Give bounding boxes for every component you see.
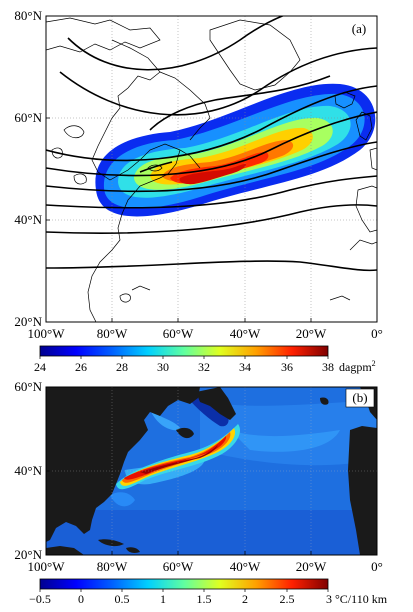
panel-b-lon-label-100w: 100°W [28,559,66,574]
colorbar-b-tick-0: 0 [78,592,84,606]
colorbar-a-tick-36: 36 [281,360,293,374]
panel-b-lon-label-80w: 80°W [97,559,128,574]
panel-a-lon-label-80w: 80°W [97,326,128,341]
panel-b-lon-label-20w: 20°W [296,559,327,574]
panel-a-lon-label-0: 0° [371,326,383,341]
panel-b-lon-label-0: 0° [371,559,383,574]
panel-b-lat-label-20: 20°N [14,547,42,562]
panel-b: (b) 60°N 40°N 20°N 100°W 80°W 60°W 40°W … [14,379,382,574]
ocean-gradient-field [46,394,377,555]
panel-a-lat-label-40: 40°N [14,212,42,227]
colorbar-a-tick-30: 30 [157,360,169,374]
colorbar-a-tick-28: 28 [116,360,128,374]
panel-a-ticks [46,117,312,322]
panel-a-label-box [346,20,372,38]
colorbar-a-tick-38: 38 [322,360,334,374]
colorbar-b-tick-1: 1 [160,592,166,606]
panel-a-lat-label-80: 80°N [14,8,42,23]
colorbar-b-tick-0-5: 0.5 [115,592,130,606]
height-contours [46,16,377,272]
colorbar-b-bar [39,578,329,590]
panel-a-frame [45,15,378,323]
height-variance-field [95,83,376,217]
panel-a-lat-label-60: 60°N [14,110,42,125]
colorbar-a-unit: dagpm2 [339,359,376,374]
colorbar-b: −0.5 0 0.5 1 1.5 2 2.5 3 °C/110 km [29,578,388,606]
panel-b-lat-label-40: 40°N [14,463,42,478]
colorbar-a-tick-26: 26 [75,360,87,374]
panel-a-lat-label-20: 20°N [14,314,42,329]
panel-b-lon-label-40w: 40°W [230,559,261,574]
colorbar-b-tick-2-5: 2.5 [280,592,295,606]
panel-a-lon-label-100w: 100°W [28,326,66,341]
panel-a-lon-label-60w: 60°W [163,326,194,341]
panel-b-label: (b) [352,390,367,405]
panel-b-lon-label-60w: 60°W [163,559,194,574]
colorbar-a-tick-24: 24 [34,360,46,374]
graticule-b [46,387,377,555]
panel-b-lat-label-60: 60°N [14,379,42,394]
land-b [46,387,377,555]
colorbar-a-bar [39,345,329,357]
panel-b-ticks [46,470,312,555]
colorbar-a: 24 26 28 30 32 34 36 38 dagpm2 [34,345,376,374]
colorbar-b-tick-1-5: 1.5 [197,592,212,606]
panel-a-lon-label-40w: 40°W [230,326,261,341]
colorbar-a-tick-32: 32 [198,360,210,374]
colorbar-b-tick-3-with-unit: 3 °C/110 km [326,592,388,606]
colorbar-b-tick-neg0-5: −0.5 [29,592,51,606]
colorbar-b-tick-2: 2 [242,592,248,606]
panel-a-lon-label-20w: 20°W [296,326,327,341]
colorbar-a-tick-34: 34 [239,360,251,374]
panel-a-label: (a) [352,21,366,36]
panel-b-label-box [345,388,375,408]
panel-a: (a) 80°N 60°N 40°N 20°N 100°W 80°W 60°W … [14,8,382,341]
